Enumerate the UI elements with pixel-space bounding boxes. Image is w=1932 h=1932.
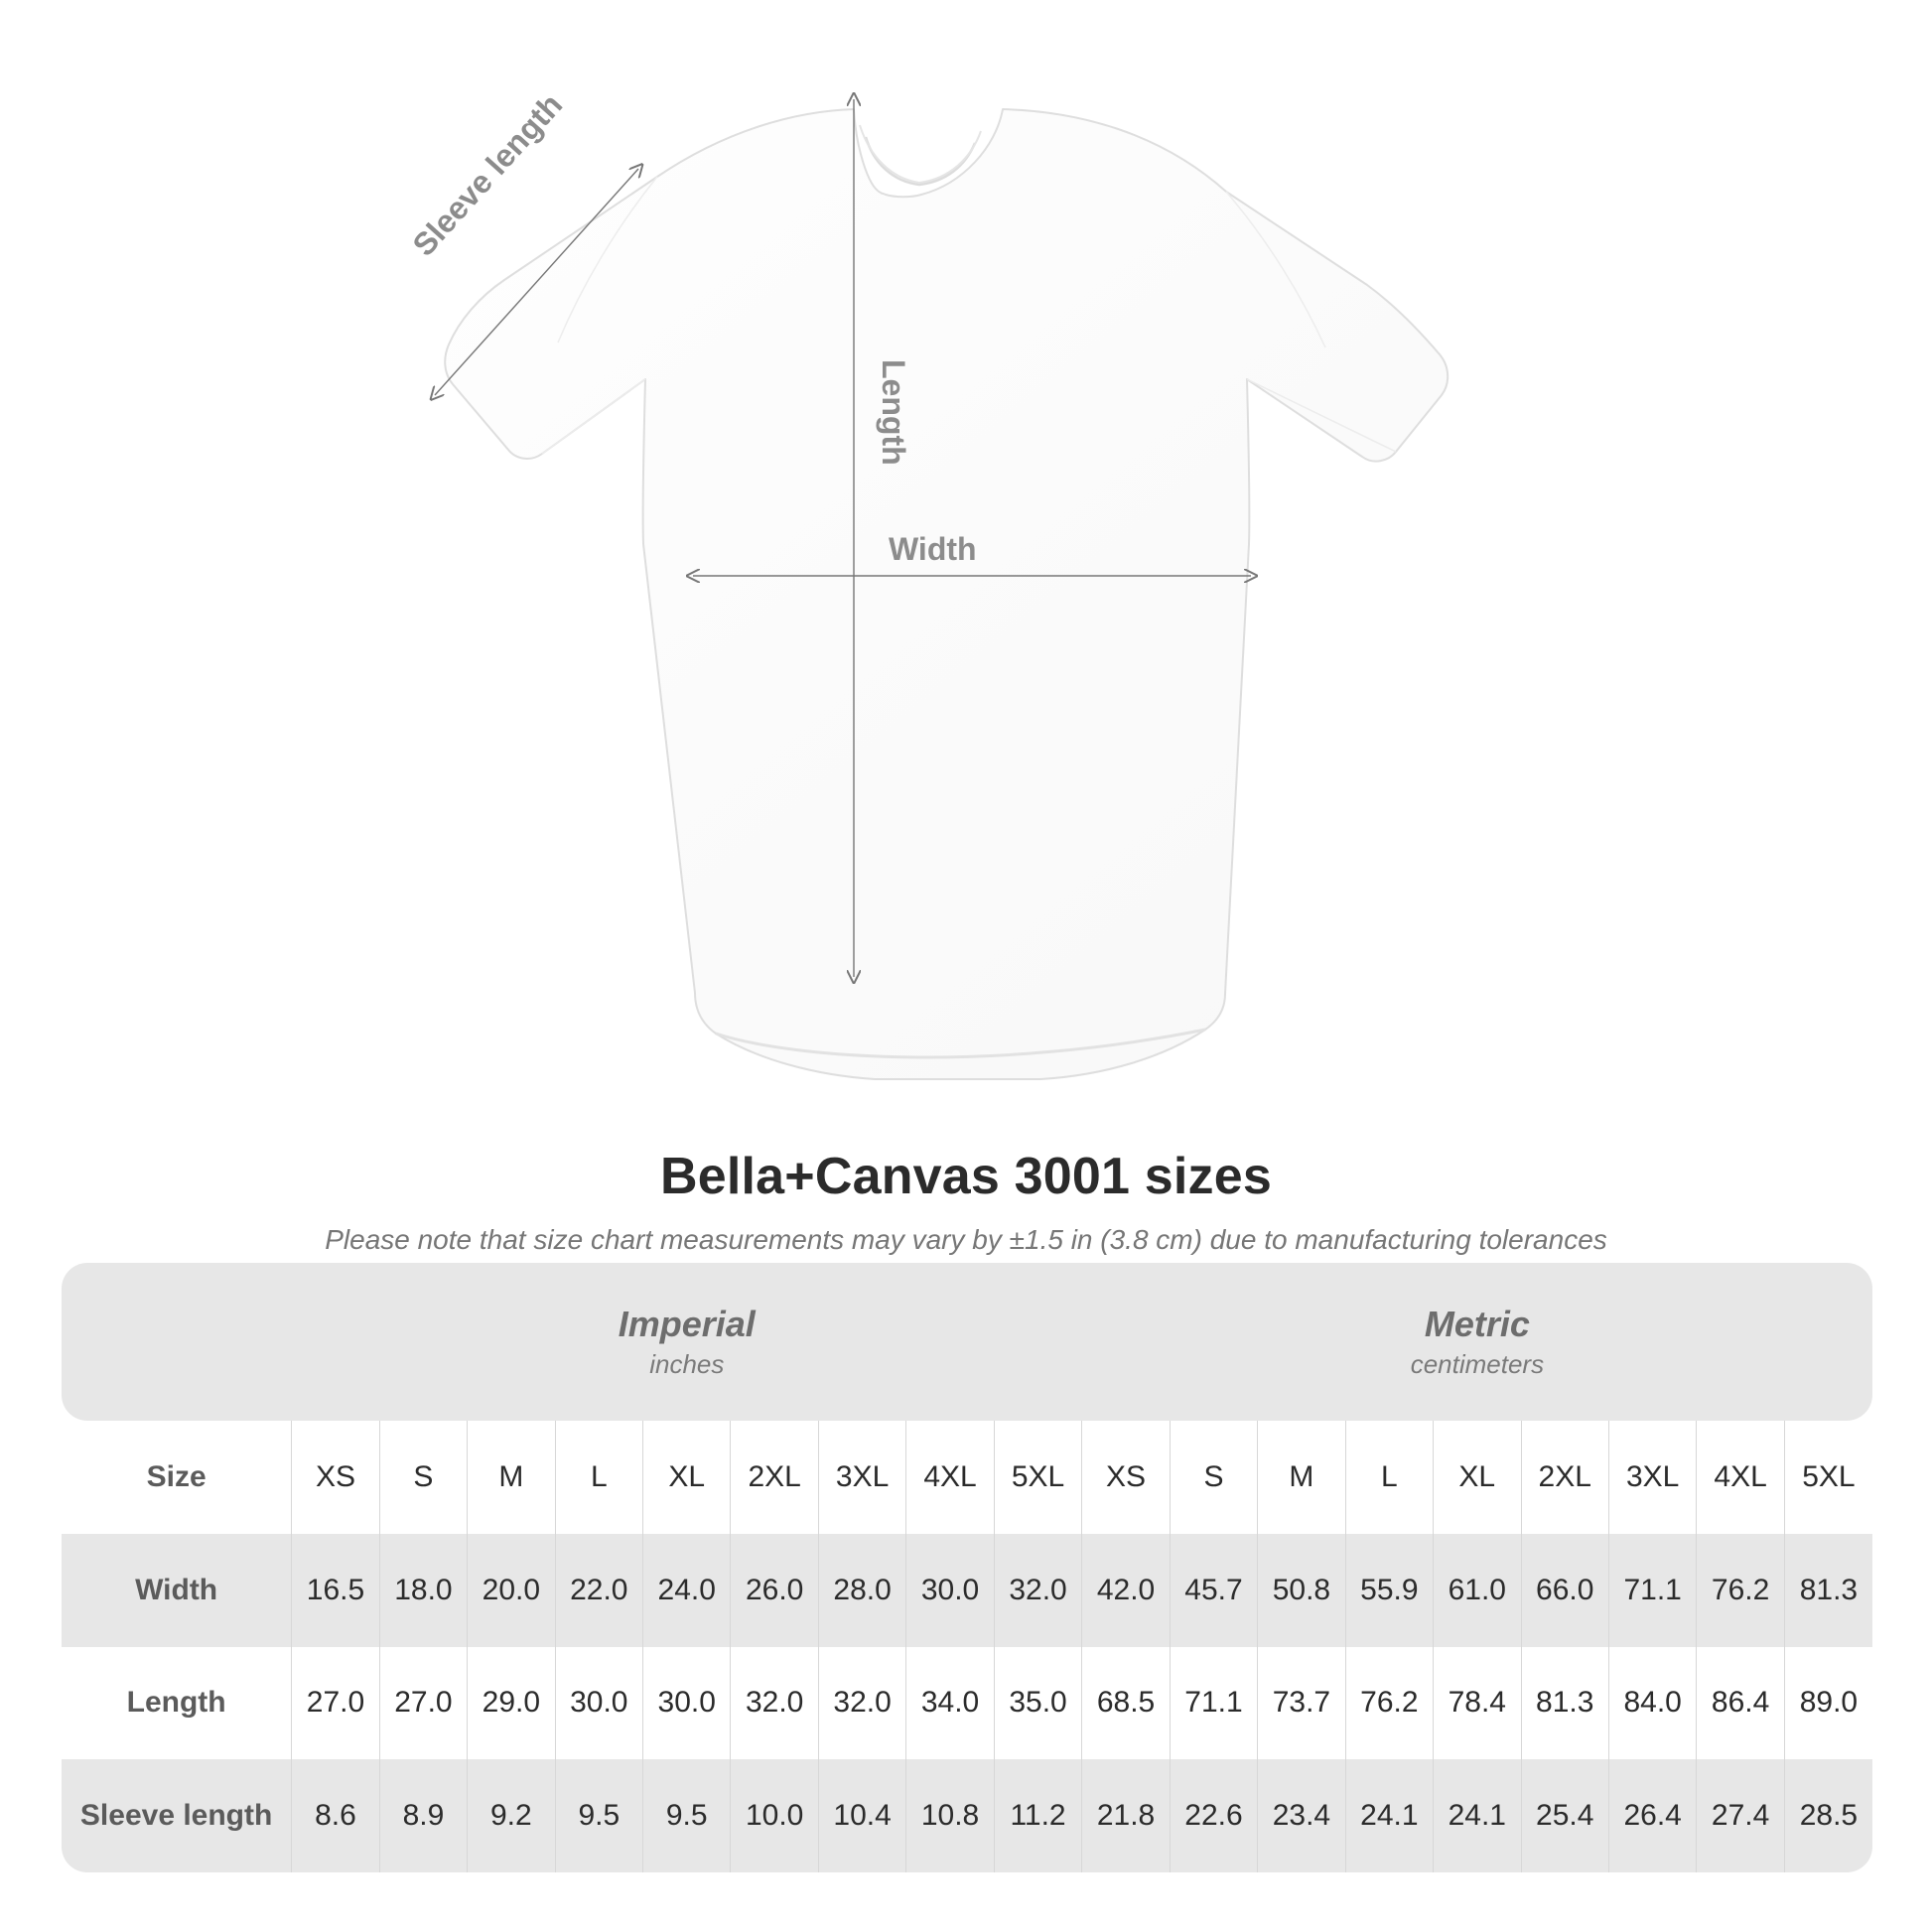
svg-text:Width: Width [889,531,977,567]
svg-text:Sleeve length: Sleeve length [405,86,569,262]
svg-text:Length: Length [876,359,911,466]
